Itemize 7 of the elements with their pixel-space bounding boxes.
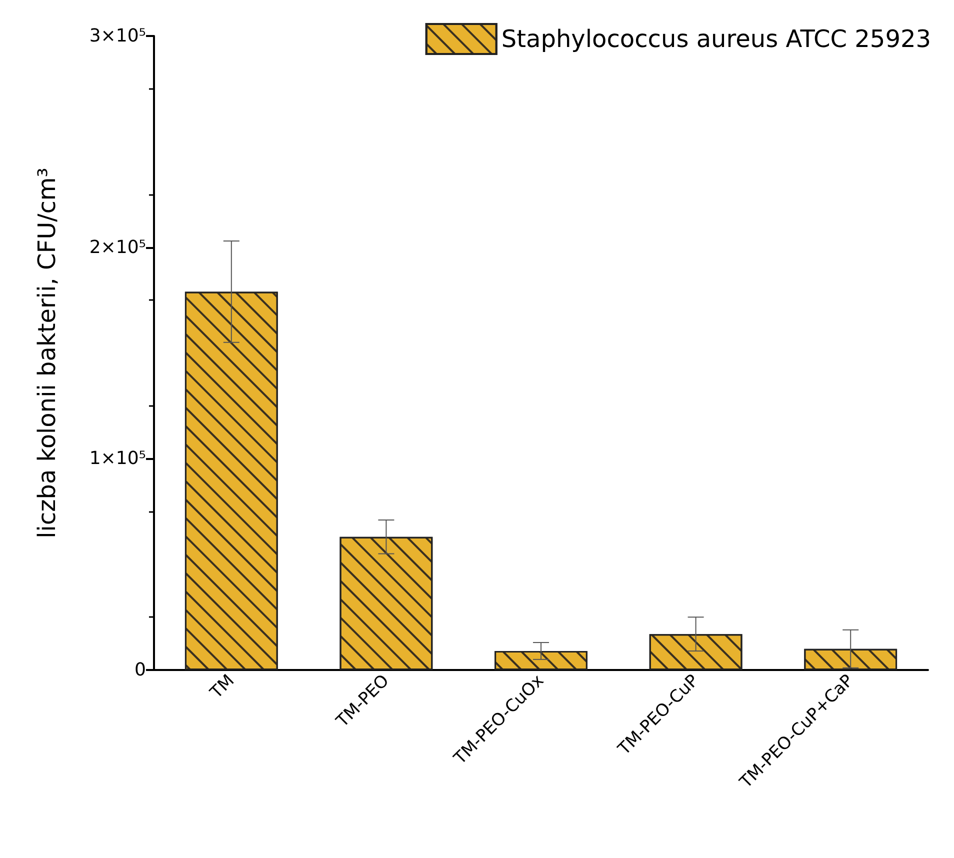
y-tick-label: 1×10⁵ (89, 448, 146, 470)
x-tick-label: TM (206, 670, 238, 704)
y-tick-label: 3×10⁵ (89, 26, 146, 46)
legend-label: Staphylococcus aureus ATCC 25923 (501, 25, 932, 53)
y-tick-label: 0 (134, 660, 146, 680)
y-axis-title: liczba kolonii bakterii, CFU/cm³ (33, 168, 61, 538)
y-tick-label: 2×10⁵ (89, 236, 146, 258)
